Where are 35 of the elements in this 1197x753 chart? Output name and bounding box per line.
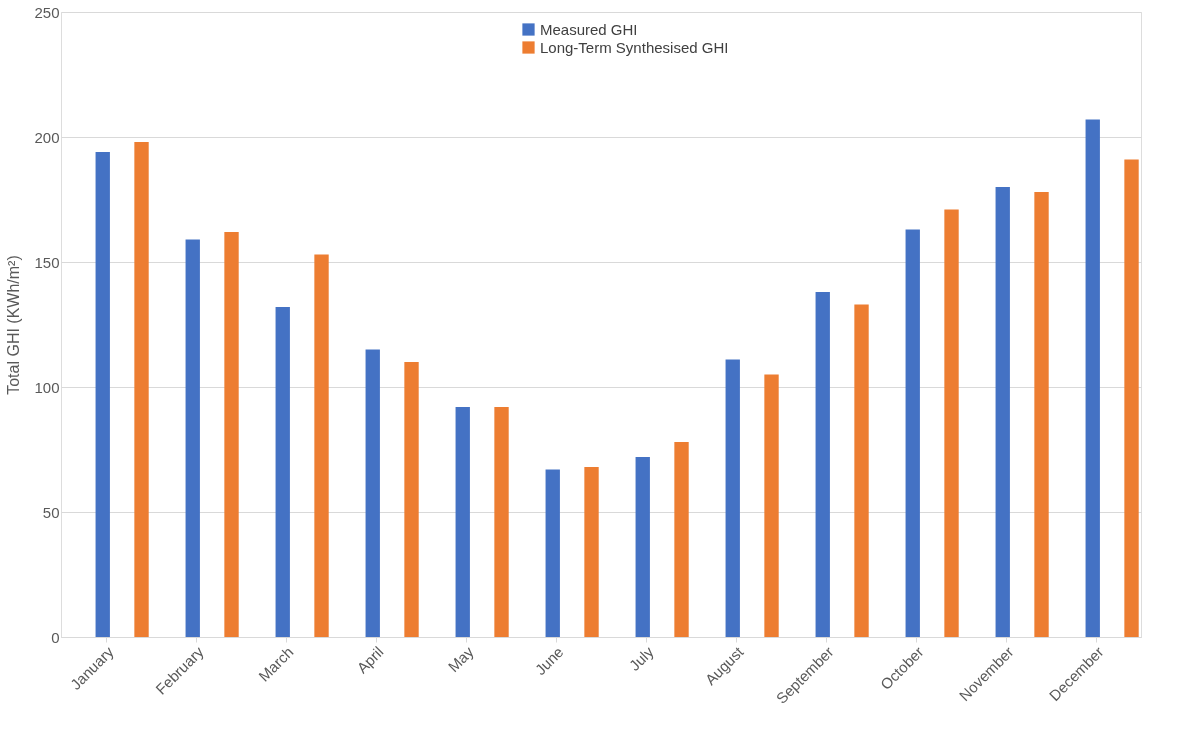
- y-tick-label: 0: [51, 628, 60, 646]
- bar: [995, 187, 1010, 637]
- y-tick-label: 150: [34, 253, 60, 271]
- legend-label: Long-Term Synthesised GHI: [540, 38, 729, 56]
- bar: [224, 232, 239, 637]
- bar: [944, 209, 959, 637]
- y-tick-label: 250: [34, 3, 60, 21]
- bar: [275, 307, 290, 637]
- bar: [404, 362, 419, 637]
- bar: [725, 359, 740, 637]
- bar: [1034, 192, 1049, 637]
- x-tick-label: July: [625, 642, 657, 674]
- bar: [95, 152, 110, 637]
- bar: [854, 304, 869, 637]
- y-tick-label: 50: [42, 503, 60, 521]
- y-tick-label: 200: [34, 128, 60, 146]
- bar: [314, 254, 329, 637]
- legend-label: Measured GHI: [540, 20, 638, 38]
- bar: [1085, 119, 1100, 637]
- bar: [764, 374, 779, 637]
- bar: [185, 239, 200, 637]
- y-axis-title: Total GHI (KWh/m²): [5, 255, 23, 395]
- bar: [584, 467, 599, 637]
- bar: [635, 457, 650, 637]
- bar: [674, 442, 689, 637]
- bar: [134, 142, 149, 637]
- bar: [905, 229, 920, 637]
- bar: [494, 407, 509, 637]
- x-tick-label: May: [444, 642, 477, 676]
- y-tick-label: 100: [34, 378, 60, 396]
- bar: [455, 407, 470, 637]
- bar: [1124, 159, 1139, 637]
- bar: [365, 349, 380, 637]
- bar: [545, 469, 560, 637]
- bar: [815, 292, 830, 637]
